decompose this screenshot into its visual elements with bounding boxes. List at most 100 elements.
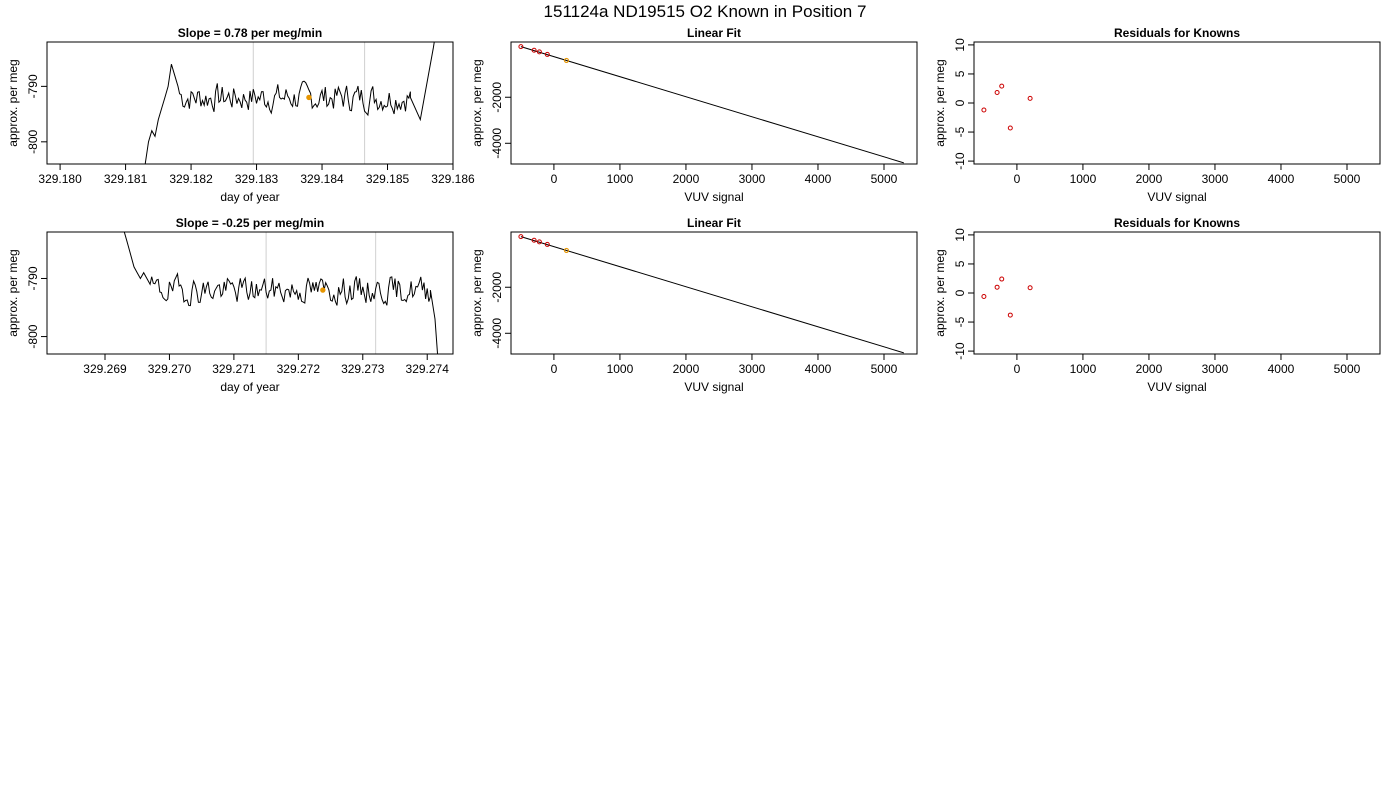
x-tick-label: 2000 bbox=[673, 362, 700, 376]
x-axis-label: VUV signal bbox=[1147, 190, 1206, 204]
data-point bbox=[1007, 125, 1013, 131]
x-axis-label: day of year bbox=[220, 380, 279, 394]
x-tick-label: 0 bbox=[551, 362, 558, 376]
y-tick-label: -790 bbox=[26, 266, 40, 290]
plot-frame bbox=[46, 41, 454, 165]
y-tick-label: -5 bbox=[953, 126, 967, 137]
y-tick-label: -790 bbox=[26, 74, 40, 98]
plot-frame bbox=[973, 41, 1381, 165]
mean-marker-point bbox=[306, 94, 312, 101]
x-tick-label: 3000 bbox=[1202, 362, 1229, 376]
y-tick-label: -5 bbox=[953, 316, 967, 327]
plot-area bbox=[123, 232, 439, 354]
x-tick-label: 329.271 bbox=[212, 362, 256, 376]
y-axis-label: approx. per meg bbox=[933, 59, 947, 146]
x-tick-label: 329.269 bbox=[83, 362, 127, 376]
panel-title: Residuals for Knowns bbox=[1114, 216, 1240, 230]
data-point bbox=[531, 237, 537, 243]
panel-title: Linear Fit bbox=[687, 216, 741, 230]
panel-title: Residuals for Knowns bbox=[1114, 26, 1240, 40]
data-point bbox=[981, 107, 987, 113]
x-tick-label: 329.186 bbox=[431, 172, 475, 186]
data-point bbox=[994, 284, 1000, 290]
x-axis-label: VUV signal bbox=[684, 380, 743, 394]
x-tick-label: 4000 bbox=[805, 362, 832, 376]
fit-line bbox=[520, 46, 904, 164]
x-tick-label: 3000 bbox=[739, 362, 766, 376]
x-tick-label: 329.181 bbox=[104, 172, 148, 186]
x-tick-label: 329.182 bbox=[169, 172, 213, 186]
panel-ts1: Slope = 0.78 per meg/min 329.180 329.181 32… bbox=[6, 26, 475, 204]
data-point bbox=[994, 90, 1000, 96]
unknown-point bbox=[563, 57, 570, 64]
y-tick-label: -2000 bbox=[490, 272, 504, 303]
x-axis-label: VUV signal bbox=[1147, 380, 1206, 394]
plot-frame bbox=[510, 41, 918, 165]
plot-area bbox=[981, 83, 1033, 131]
y-tick-label: 0 bbox=[953, 99, 967, 106]
unknown-point bbox=[563, 247, 570, 254]
plot-frame bbox=[510, 231, 918, 355]
x-tick-label: 1000 bbox=[607, 172, 634, 186]
y-axis-label: approx. per meg bbox=[6, 249, 20, 336]
data-point bbox=[536, 49, 542, 55]
x-tick-label: 2000 bbox=[1136, 362, 1163, 376]
x-tick-label: 5000 bbox=[871, 362, 898, 376]
x-axis-label: day of year bbox=[220, 190, 279, 204]
data-point bbox=[1007, 312, 1013, 318]
x-tick-label: 0 bbox=[1014, 172, 1021, 186]
x-tick-label: 329.273 bbox=[341, 362, 385, 376]
plot-area bbox=[518, 234, 904, 354]
data-point bbox=[518, 44, 524, 50]
data-point bbox=[544, 241, 550, 247]
y-tick-label: -4000 bbox=[490, 318, 504, 349]
data-point bbox=[999, 83, 1005, 89]
x-tick-label: 4000 bbox=[1268, 362, 1295, 376]
y-tick-label: 5 bbox=[953, 260, 967, 267]
plot-area bbox=[981, 276, 1033, 318]
x-axis-label: VUV signal bbox=[684, 190, 743, 204]
data-point bbox=[1027, 95, 1033, 101]
data-point bbox=[999, 276, 1005, 282]
panel-title: Linear Fit bbox=[687, 26, 741, 40]
panel-ts2: Slope = -0.25 per meg/min 329.269 329.270 3… bbox=[6, 216, 454, 394]
y-tick-label: -10 bbox=[953, 152, 967, 170]
y-axis-label: approx. per meg bbox=[470, 59, 484, 146]
x-tick-label: 3000 bbox=[1202, 172, 1229, 186]
plot-frame bbox=[973, 231, 1381, 355]
plot-area bbox=[144, 42, 435, 164]
plot-frame bbox=[46, 231, 454, 355]
x-tick-label: 329.270 bbox=[148, 362, 192, 376]
series-line bbox=[123, 232, 439, 354]
panel-fit2: Linear Fit 0 1000 2000 3000 4000 5000 VUV signa… bbox=[470, 216, 918, 394]
plot-area bbox=[518, 44, 904, 164]
y-tick-label: -4000 bbox=[490, 128, 504, 159]
data-point bbox=[981, 293, 987, 299]
x-tick-label: 329.274 bbox=[406, 362, 450, 376]
x-tick-label: 3000 bbox=[739, 172, 766, 186]
panel-res2: Residuals for Knowns 0 1000 2000 3000 4000 500… bbox=[933, 216, 1381, 394]
series-line bbox=[144, 42, 435, 164]
y-tick-label: 10 bbox=[953, 38, 967, 52]
x-tick-label: 2000 bbox=[673, 172, 700, 186]
y-tick-label: -800 bbox=[26, 324, 40, 348]
data-point bbox=[518, 234, 524, 240]
y-axis-label: approx. per meg bbox=[933, 249, 947, 336]
x-tick-label: 329.272 bbox=[277, 362, 321, 376]
x-tick-label: 5000 bbox=[1334, 362, 1361, 376]
x-tick-label: 1000 bbox=[1070, 362, 1097, 376]
y-axis-label: approx. per meg bbox=[6, 59, 20, 146]
data-point bbox=[531, 47, 537, 53]
x-tick-label: 329.185 bbox=[366, 172, 410, 186]
x-tick-label: 329.180 bbox=[38, 172, 82, 186]
x-tick-label: 2000 bbox=[1136, 172, 1163, 186]
y-tick-label: -2000 bbox=[490, 82, 504, 113]
x-tick-label: 329.183 bbox=[235, 172, 279, 186]
x-tick-label: 4000 bbox=[1268, 172, 1295, 186]
x-tick-label: 1000 bbox=[607, 362, 634, 376]
y-tick-label: 10 bbox=[953, 228, 967, 242]
x-tick-label: 329.184 bbox=[300, 172, 344, 186]
data-point bbox=[544, 51, 550, 57]
y-tick-label: 0 bbox=[953, 289, 967, 296]
